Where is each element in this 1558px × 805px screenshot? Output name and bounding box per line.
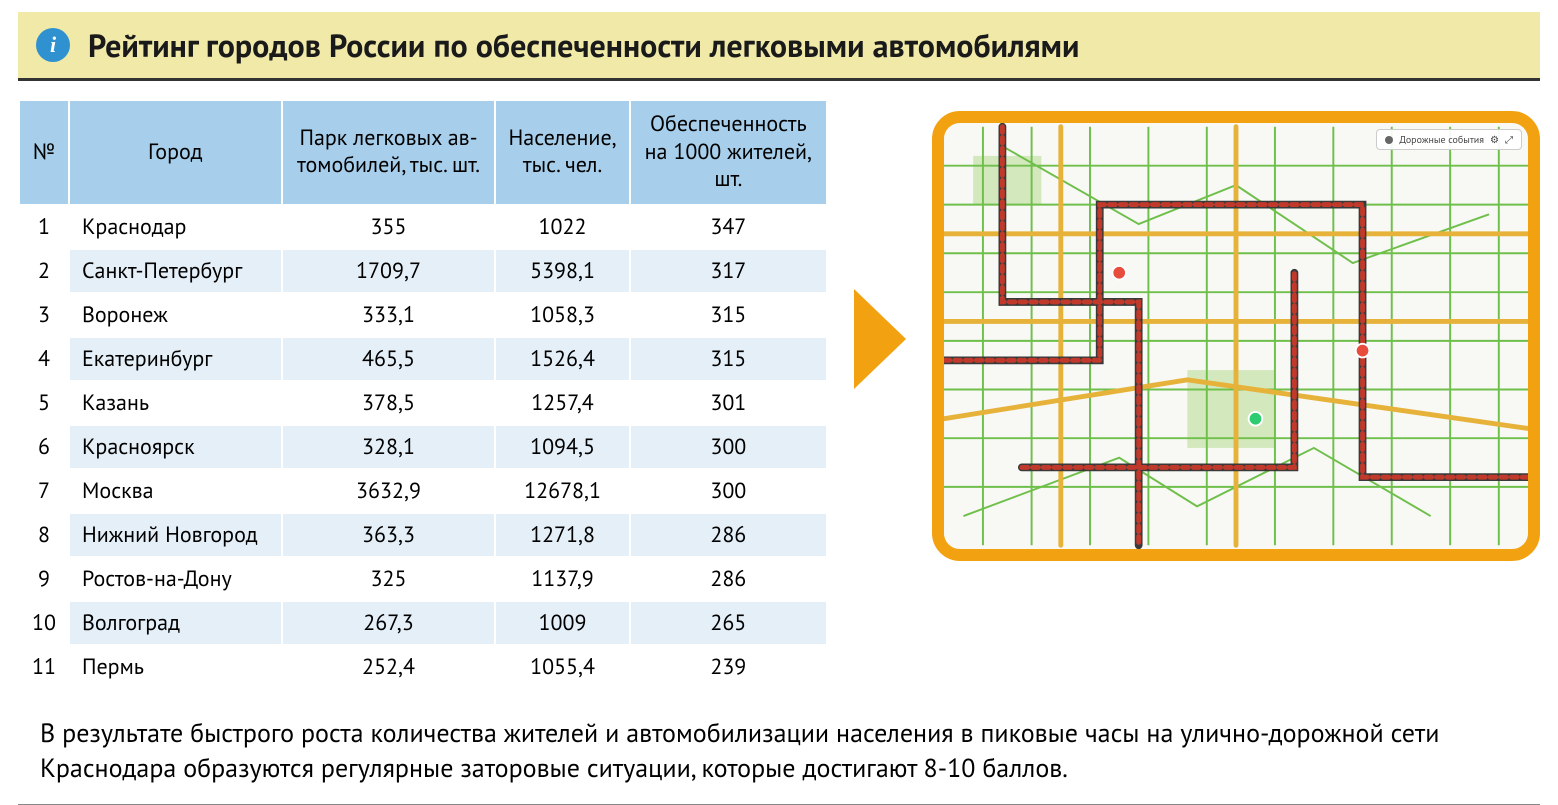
- cell-city: Пермь: [69, 645, 282, 689]
- cell-fleet: 333,1: [282, 293, 496, 337]
- map-toolbar-icon: ⚙: [1490, 133, 1499, 146]
- table-row: 9 Ростов-на-Дону 325 1137,9 286: [19, 557, 827, 601]
- col-header-n: №: [19, 100, 69, 205]
- table-row: 4 Екатеринбург 465,5 1526,4 315: [19, 337, 827, 381]
- cell-population: 1526,4: [495, 337, 629, 381]
- cell-per1000: 239: [630, 645, 827, 689]
- cell-per1000: 286: [630, 513, 827, 557]
- col-header-per1000: Обеспеченностьна 1000 жителей,шт.: [630, 100, 827, 205]
- cell-per1000: 300: [630, 425, 827, 469]
- cell-n: 8: [19, 513, 69, 557]
- cell-per1000: 315: [630, 293, 827, 337]
- cell-fleet: 1709,7: [282, 249, 496, 293]
- cell-fleet: 363,3: [282, 513, 496, 557]
- cell-n: 6: [19, 425, 69, 469]
- info-icon: i: [36, 28, 70, 62]
- cell-per1000: 347: [630, 205, 827, 249]
- traffic-map-frame: Дорожные события ⚙ ⤢: [932, 111, 1540, 561]
- cell-per1000: 300: [630, 469, 827, 513]
- cell-population: 1022: [495, 205, 629, 249]
- table-row: 3 Воронеж 333,1 1058,3 315: [19, 293, 827, 337]
- table-row: 6 Красноярск 328,1 1094,5 300: [19, 425, 827, 469]
- table-row: 11 Пермь 252,4 1055,4 239: [19, 645, 827, 689]
- cell-fleet: 325: [282, 557, 496, 601]
- map-toolbar-label: Дорожные события: [1399, 133, 1484, 146]
- col-header-fleet: Парк легковых ав-томобилей, тыс. шт.: [282, 100, 496, 205]
- cell-n: 9: [19, 557, 69, 601]
- map-toolbar: Дорожные события ⚙ ⤢: [1376, 129, 1522, 150]
- toolbar-dot-icon: [1385, 136, 1393, 144]
- cell-city: Казань: [69, 381, 282, 425]
- table-row: 8 Нижний Новгород 363,3 1271,8 286: [19, 513, 827, 557]
- cell-n: 7: [19, 469, 69, 513]
- cell-city: Нижний Новгород: [69, 513, 282, 557]
- cell-city: Екатеринбург: [69, 337, 282, 381]
- cell-per1000: 317: [630, 249, 827, 293]
- cell-fleet: 267,3: [282, 601, 496, 645]
- cell-fleet: 3632,9: [282, 469, 496, 513]
- cell-city: Санкт-Петербург: [69, 249, 282, 293]
- cell-population: 1094,5: [495, 425, 629, 469]
- table-header-row: № Город Парк легковых ав-томобилей, тыс.…: [19, 100, 827, 205]
- cell-population: 1271,8: [495, 513, 629, 557]
- cell-n: 3: [19, 293, 69, 337]
- title-bar: i Рейтинг городов России по обеспеченнос…: [18, 12, 1540, 81]
- traffic-map: [944, 123, 1528, 549]
- cell-n: 5: [19, 381, 69, 425]
- cell-population: 5398,1: [495, 249, 629, 293]
- cell-n: 1: [19, 205, 69, 249]
- page-title: Рейтинг городов России по обеспеченности…: [88, 24, 1079, 66]
- cell-per1000: 265: [630, 601, 827, 645]
- table-row: 10 Волгоград 267,3 1009 265: [19, 601, 827, 645]
- col-header-population: Население,тыс. чел.: [495, 100, 629, 205]
- table-row: 7 Москва 3632,9 12678,1 300: [19, 469, 827, 513]
- cell-n: 2: [19, 249, 69, 293]
- cell-population: 1137,9: [495, 557, 629, 601]
- cell-fleet: 252,4: [282, 645, 496, 689]
- cell-n: 10: [19, 601, 69, 645]
- cell-city: Волгоград: [69, 601, 282, 645]
- cell-city: Москва: [69, 469, 282, 513]
- cell-population: 1257,4: [495, 381, 629, 425]
- table-row: 2 Санкт-Петербург 1709,7 5398,1 317: [19, 249, 827, 293]
- table-row: 5 Казань 378,5 1257,4 301: [19, 381, 827, 425]
- col-header-city: Город: [69, 100, 282, 205]
- cell-n: 4: [19, 337, 69, 381]
- cell-per1000: 315: [630, 337, 827, 381]
- ranking-table-wrap: № Город Парк легковых ав-томобилей, тыс.…: [18, 99, 828, 690]
- table-body: 1 Краснодар 355 1022 347 2 Санкт-Петербу…: [19, 205, 827, 689]
- cell-population: 12678,1: [495, 469, 629, 513]
- cell-per1000: 286: [630, 557, 827, 601]
- cell-city: Ростов-на-Дону: [69, 557, 282, 601]
- arrow-right-icon: [854, 289, 906, 389]
- cell-per1000: 301: [630, 381, 827, 425]
- cell-population: 1055,4: [495, 645, 629, 689]
- map-toolbar-icon: ⤢: [1505, 133, 1513, 146]
- cell-fleet: 378,5: [282, 381, 496, 425]
- cell-population: 1009: [495, 601, 629, 645]
- cell-population: 1058,3: [495, 293, 629, 337]
- cell-n: 11: [19, 645, 69, 689]
- cell-city: Красноярск: [69, 425, 282, 469]
- cell-fleet: 328,1: [282, 425, 496, 469]
- cell-fleet: 465,5: [282, 337, 496, 381]
- cell-city: Краснодар: [69, 205, 282, 249]
- content-row: № Город Парк легковых ав-томобилей, тыс.…: [18, 99, 1540, 690]
- cell-city: Воронеж: [69, 293, 282, 337]
- arrow-col: [848, 99, 912, 579]
- caption-text: В результате быстрого роста количества ж…: [18, 716, 1540, 805]
- ranking-table: № Город Парк легковых ав-томобилей, тыс.…: [18, 99, 828, 690]
- table-row: 1 Краснодар 355 1022 347: [19, 205, 827, 249]
- cell-fleet: 355: [282, 205, 496, 249]
